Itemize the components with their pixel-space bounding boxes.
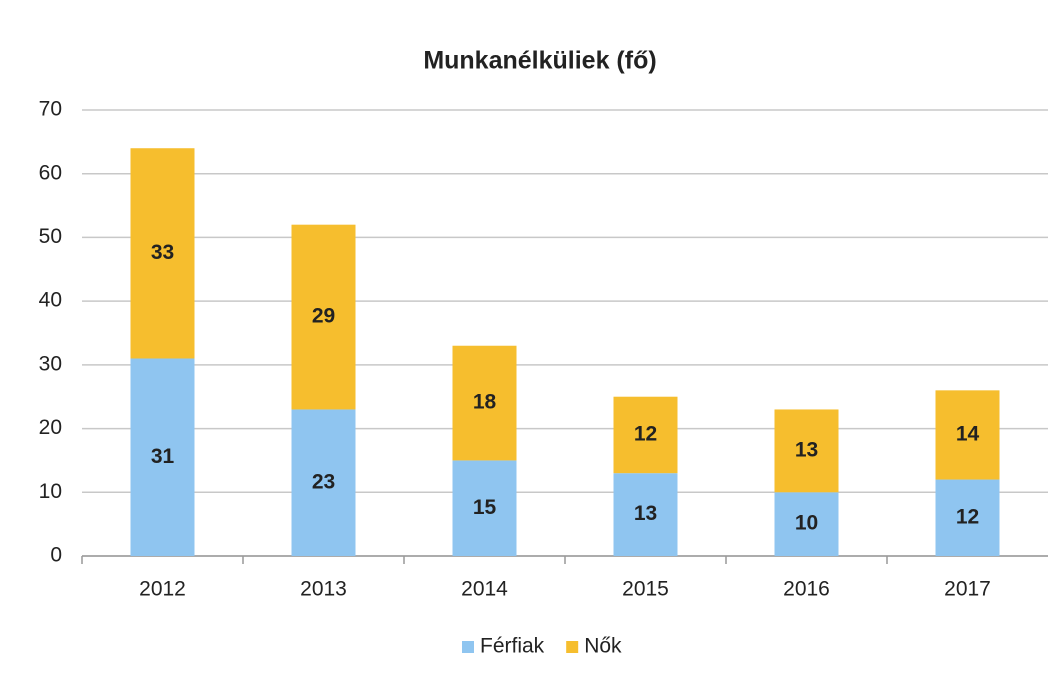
bar-segment <box>774 492 839 556</box>
data-label: 13 <box>634 502 657 525</box>
bar-segment <box>774 409 839 493</box>
data-label: 23 <box>312 470 335 493</box>
data-label: 12 <box>634 422 657 445</box>
bar-segment <box>935 390 1000 480</box>
data-label: 12 <box>956 505 979 528</box>
bar-segment <box>130 358 195 556</box>
x-tick-label: 2013 <box>300 578 347 601</box>
legend-label: Nők <box>584 635 622 658</box>
x-tick-label: 2012 <box>139 578 186 601</box>
x-tick-label: 2016 <box>783 578 830 601</box>
data-label: 13 <box>795 438 818 461</box>
legend-label: Férfiak <box>480 635 545 658</box>
data-label: 10 <box>795 512 818 535</box>
bar-segment <box>452 345 517 461</box>
bar-segment <box>291 224 356 410</box>
bar-segment <box>613 473 678 556</box>
bar-segment <box>935 479 1000 556</box>
y-tick-label: 30 <box>39 352 62 375</box>
y-tick-label: 70 <box>39 98 62 121</box>
bar-segment <box>130 148 195 359</box>
data-label: 15 <box>473 496 497 519</box>
y-tick-label: 20 <box>39 416 62 439</box>
x-tick-label: 2014 <box>461 578 508 601</box>
data-label: 31 <box>151 445 175 468</box>
y-tick-label: 40 <box>39 289 62 312</box>
x-tick-label: 2017 <box>944 578 991 601</box>
data-label: 33 <box>151 241 174 264</box>
y-tick-label: 0 <box>50 544 62 567</box>
y-tick-label: 60 <box>39 161 62 184</box>
legend-swatch <box>462 641 474 653</box>
legend-swatch <box>566 641 579 653</box>
y-tick-label: 10 <box>39 480 62 503</box>
data-label: 18 <box>473 391 497 414</box>
y-tick-label: 50 <box>39 225 62 248</box>
bar-segment <box>613 396 678 474</box>
data-label: 14 <box>956 422 980 445</box>
bar-segment <box>452 460 517 556</box>
x-tick-label: 2015 <box>622 578 669 601</box>
data-label: 29 <box>312 305 335 328</box>
chart-title: Munkanélküliek (fő) <box>423 47 656 75</box>
bar-segment <box>291 409 356 556</box>
